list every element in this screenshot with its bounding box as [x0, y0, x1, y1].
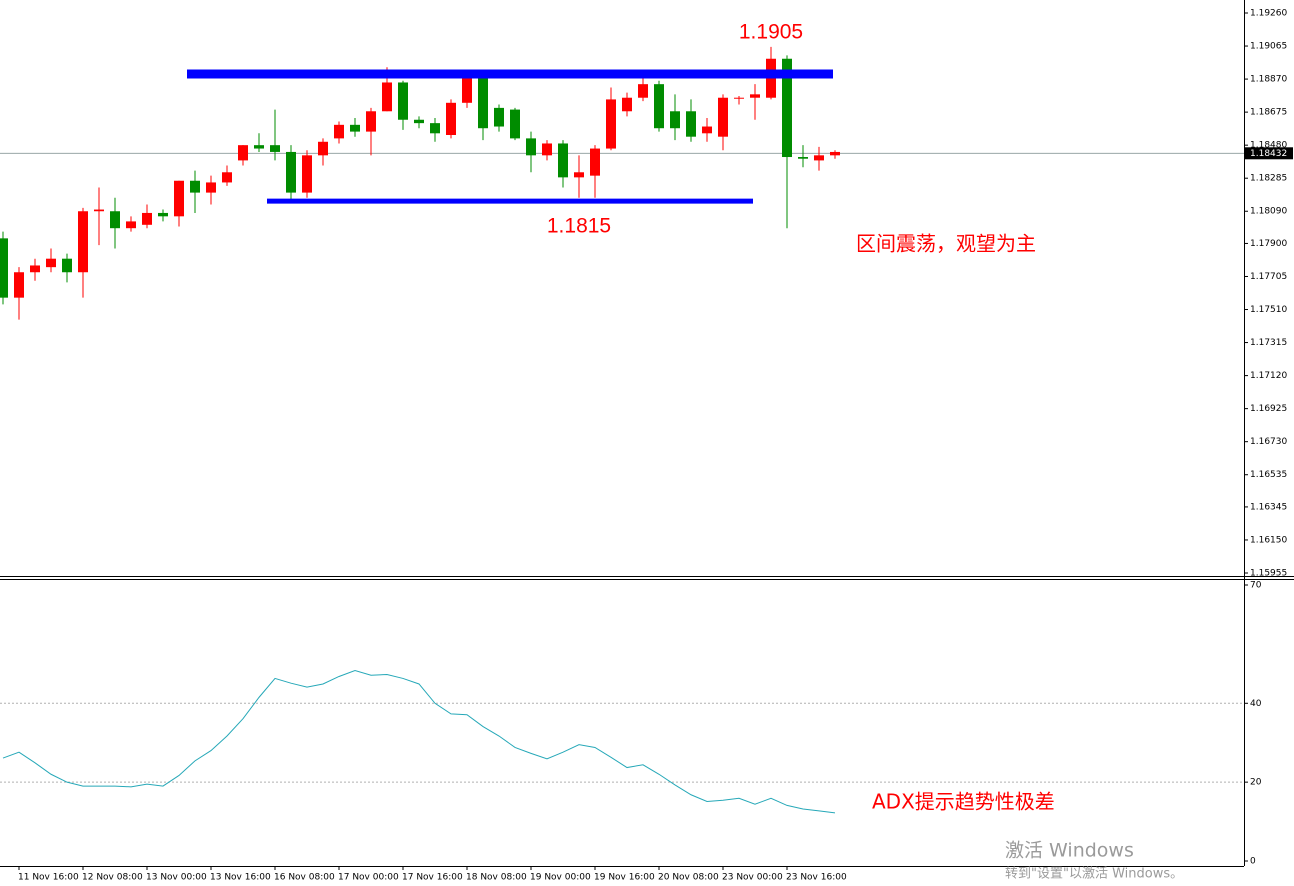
- x-tick-label: 17 Nov 16:00: [402, 873, 463, 883]
- candle-body: [782, 58, 792, 158]
- y-tick-label: 40: [1250, 699, 1262, 709]
- watermark-subtitle: 转到"设置"以激活 Windows。: [1005, 867, 1183, 882]
- candle-body: [446, 102, 456, 135]
- x-tick-label: 13 Nov 16:00: [210, 873, 271, 883]
- candle-body: [814, 155, 824, 161]
- candle-body: [110, 211, 120, 229]
- watermark-title: 激活 Windows: [1005, 840, 1134, 862]
- candle-body: [830, 151, 840, 156]
- y-tick-label: 1.17120: [1250, 371, 1287, 381]
- candle-body: [606, 99, 616, 149]
- candle-body: [734, 97, 744, 99]
- candle-body: [206, 182, 216, 193]
- current-price-box: [1245, 147, 1293, 160]
- candle-body: [414, 119, 424, 124]
- candle-body: [238, 145, 248, 161]
- candle-body: [622, 97, 632, 112]
- candle-body: [510, 109, 520, 139]
- candle-body: [638, 84, 648, 98]
- y-tick-label: 1.15955: [1250, 569, 1287, 579]
- adx-line: [2, 670, 836, 814]
- x-tick-label: 12 Nov 08:00: [82, 873, 143, 883]
- candle-body: [558, 143, 568, 178]
- y-tick-label: 0: [1250, 857, 1256, 867]
- y-tick-label: 1.16925: [1250, 404, 1287, 414]
- candle-body: [0, 238, 8, 298]
- candle-body: [398, 82, 408, 120]
- candle-body: [270, 145, 280, 152]
- y-tick-label: 1.17510: [1250, 305, 1287, 315]
- candle-body: [286, 151, 296, 193]
- y-tick-label: 20: [1250, 778, 1262, 788]
- candle-body: [686, 111, 696, 137]
- candle-body: [254, 145, 264, 149]
- x-tick-label: 16 Nov 08:00: [274, 873, 335, 883]
- x-tick-label: 17 Nov 00:00: [338, 873, 399, 883]
- candle-body: [94, 209, 104, 212]
- candle-body: [494, 107, 504, 127]
- y-tick-label: 1.16150: [1250, 535, 1287, 545]
- candle-body: [526, 138, 536, 156]
- candle-body: [462, 75, 472, 103]
- candle-body: [318, 141, 328, 156]
- candle-body: [718, 97, 728, 137]
- candle-body: [14, 272, 24, 298]
- y-tick-label: 1.16345: [1250, 502, 1287, 512]
- candle-body: [654, 84, 664, 129]
- y-tick-label: 1.18480: [1250, 141, 1287, 151]
- y-tick-label: 1.17900: [1250, 239, 1287, 249]
- candle-body: [750, 94, 760, 98]
- candle-body: [574, 172, 584, 178]
- candle-body: [366, 111, 376, 132]
- x-tick-label: 23 Nov 00:00: [722, 873, 783, 883]
- comment-annotation: 区间震荡，观望为主: [856, 232, 1036, 256]
- candle-body: [382, 82, 392, 112]
- y-tick-label: 1.18870: [1250, 75, 1287, 85]
- support-annotation: 1.1815: [547, 215, 611, 238]
- x-tick-label: 23 Nov 16:00: [786, 873, 847, 883]
- candle-body: [702, 126, 712, 134]
- high-annotation: 1.1905: [739, 21, 803, 44]
- x-tick-label: 20 Nov 08:00: [658, 873, 719, 883]
- candle-body: [174, 180, 184, 217]
- candle-body: [590, 148, 600, 176]
- candle-body: [670, 111, 680, 129]
- current-price-label: 1.18432: [1250, 149, 1287, 159]
- x-tick-label: 11 Nov 16:00: [18, 873, 79, 883]
- y-tick-label: 1.18090: [1250, 207, 1287, 217]
- candle-body: [798, 157, 808, 159]
- y-tick-label: 1.17315: [1250, 338, 1287, 348]
- candle-body: [126, 221, 136, 229]
- candle-body: [62, 258, 72, 273]
- y-tick-label: 1.18285: [1250, 174, 1287, 184]
- candle-body: [302, 155, 312, 193]
- candle-body: [46, 258, 56, 268]
- y-tick-label: 1.18675: [1250, 108, 1287, 118]
- candle-body: [158, 212, 168, 217]
- y-tick-label: 1.16535: [1250, 470, 1287, 480]
- y-tick-label: 1.19260: [1250, 9, 1287, 19]
- candle-body: [334, 124, 344, 139]
- x-tick-label: 13 Nov 00:00: [146, 873, 207, 883]
- candle-body: [478, 75, 488, 129]
- candle-body: [78, 211, 88, 273]
- candle-body: [430, 123, 440, 134]
- y-tick-label: 1.17705: [1250, 272, 1287, 282]
- y-tick-label: 1.16730: [1250, 437, 1287, 447]
- y-tick-label: 70: [1250, 581, 1262, 591]
- x-tick-label: 19 Nov 00:00: [530, 873, 591, 883]
- y-tick-label: 1.19065: [1250, 42, 1287, 52]
- candle-body: [142, 212, 152, 225]
- candle-body: [190, 180, 200, 193]
- adx-annotation: ADX提示趋势性极差: [872, 790, 1055, 814]
- candle-body: [350, 124, 360, 132]
- x-tick-label: 18 Nov 08:00: [466, 873, 527, 883]
- candle-body: [30, 265, 40, 273]
- x-tick-label: 19 Nov 16:00: [594, 873, 655, 883]
- candle-body: [542, 143, 552, 156]
- candle-body: [222, 172, 232, 183]
